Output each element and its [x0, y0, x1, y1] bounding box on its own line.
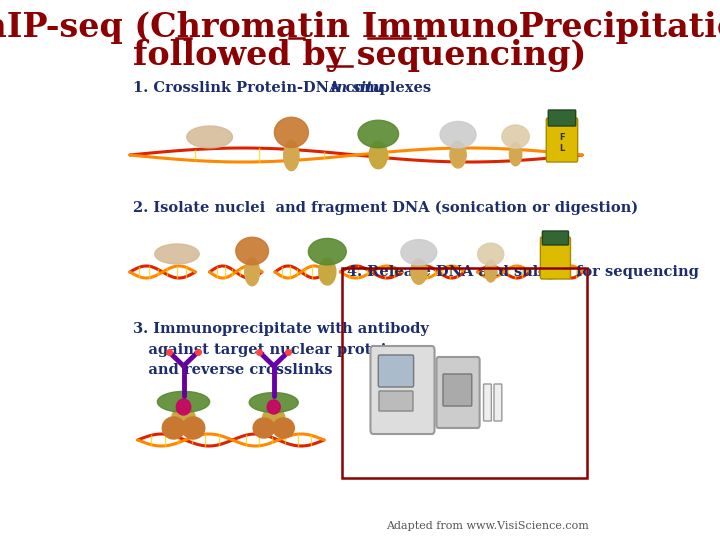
FancyBboxPatch shape — [379, 391, 413, 411]
Ellipse shape — [162, 417, 185, 439]
FancyBboxPatch shape — [443, 374, 472, 406]
Ellipse shape — [236, 237, 269, 265]
Ellipse shape — [263, 408, 284, 428]
Text: 2. Isolate nuclei  and fragment DNA (sonication or digestion): 2. Isolate nuclei and fragment DNA (soni… — [132, 201, 638, 215]
Text: 3. Immunoprecipitate with antibody
   against target nuclear protein
   and reve: 3. Immunoprecipitate with antibody again… — [132, 322, 428, 377]
Ellipse shape — [358, 120, 399, 148]
Ellipse shape — [308, 239, 346, 265]
Ellipse shape — [369, 141, 387, 168]
Ellipse shape — [176, 399, 191, 415]
Ellipse shape — [450, 141, 466, 168]
Ellipse shape — [172, 407, 195, 428]
Ellipse shape — [401, 240, 437, 265]
Ellipse shape — [158, 392, 210, 413]
FancyBboxPatch shape — [548, 110, 576, 126]
Ellipse shape — [477, 243, 504, 265]
Text: F
L: F L — [559, 133, 564, 153]
Ellipse shape — [273, 418, 294, 438]
FancyBboxPatch shape — [541, 237, 570, 279]
Text: followed by sequencing): followed by sequencing) — [133, 39, 587, 72]
FancyBboxPatch shape — [378, 355, 413, 387]
Text: Adapted from www.VisiScience.com: Adapted from www.VisiScience.com — [386, 521, 589, 531]
FancyBboxPatch shape — [436, 357, 480, 428]
Ellipse shape — [267, 400, 280, 414]
Ellipse shape — [319, 259, 336, 285]
Ellipse shape — [155, 244, 199, 264]
Ellipse shape — [186, 126, 233, 148]
Ellipse shape — [253, 418, 275, 438]
Ellipse shape — [249, 393, 298, 413]
Ellipse shape — [410, 259, 427, 284]
FancyBboxPatch shape — [484, 384, 491, 421]
Ellipse shape — [182, 417, 204, 439]
Ellipse shape — [274, 117, 308, 147]
Ellipse shape — [284, 140, 299, 171]
FancyBboxPatch shape — [494, 384, 502, 421]
Ellipse shape — [509, 143, 522, 166]
Ellipse shape — [502, 125, 529, 148]
Text: in situ: in situ — [331, 81, 384, 95]
Text: 1. Crosslink Protein-DNA complexes: 1. Crosslink Protein-DNA complexes — [132, 81, 436, 95]
FancyBboxPatch shape — [542, 231, 569, 245]
Ellipse shape — [245, 258, 259, 286]
Text: 4. Release DNA and submit for sequencing: 4. Release DNA and submit for sequencing — [347, 265, 699, 279]
Text: ChIP-seq (Chromatin ImmunoPrecipitation: ChIP-seq (Chromatin ImmunoPrecipitation — [0, 11, 720, 44]
Ellipse shape — [485, 260, 497, 282]
Ellipse shape — [440, 122, 476, 148]
FancyBboxPatch shape — [546, 118, 577, 162]
FancyBboxPatch shape — [371, 346, 434, 434]
